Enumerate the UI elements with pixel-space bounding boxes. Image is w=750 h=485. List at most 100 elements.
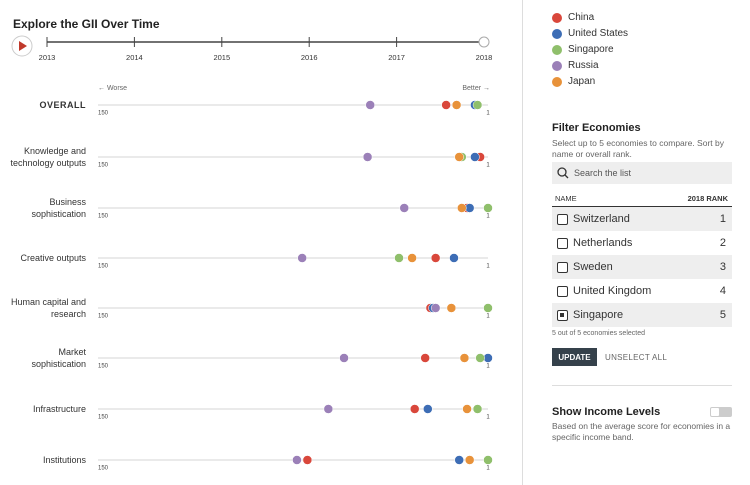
x-tick-label: 1 <box>486 415 490 421</box>
dot <box>409 404 420 414</box>
economy-rank: 3 <box>719 261 726 273</box>
dot <box>394 253 404 263</box>
search-placeholder: Search the list <box>574 168 632 178</box>
economy-rank: 1 <box>719 213 726 225</box>
dot <box>457 203 467 213</box>
legend-item: Singapore <box>552 44 614 55</box>
dot <box>399 203 409 213</box>
unselect-all[interactable]: UNSELECT ALL <box>605 353 668 362</box>
column-header[interactable]: NAME <box>555 194 577 203</box>
better-label: Better → <box>462 85 490 92</box>
category-label: Knowledge and technology outputs <box>10 146 86 168</box>
dot <box>420 353 430 363</box>
dot <box>459 353 470 363</box>
x-tick-label: 150 <box>98 214 109 220</box>
economy-name: United Kingdom <box>573 285 652 297</box>
dot <box>464 455 475 465</box>
dot <box>292 455 302 465</box>
legend-swatch <box>552 12 562 23</box>
checkbox[interactable] <box>557 309 568 321</box>
dot <box>472 404 483 414</box>
x-tick-label: 1 <box>486 264 490 270</box>
legend-swatch <box>552 28 562 39</box>
category-label: Human capital and research <box>10 297 86 319</box>
year-label: 2015 <box>213 53 230 62</box>
x-tick-label: 1 <box>486 163 490 169</box>
status: 5 out of 5 economies selected <box>552 330 646 337</box>
legend-item: Japan <box>552 76 595 87</box>
dot <box>323 404 334 414</box>
category-label: Institutions <box>42 455 86 465</box>
dot <box>470 152 480 162</box>
year-label: 2013 <box>39 53 56 62</box>
x-tick-label: 1 <box>486 111 490 117</box>
x-tick-label: 150 <box>98 163 109 169</box>
economy-name: Netherlands <box>573 237 633 249</box>
dot <box>483 303 493 313</box>
checkbox[interactable] <box>557 213 568 225</box>
legend-label: Singapore <box>568 44 614 55</box>
category-label: Business sophistication <box>31 197 86 219</box>
dot <box>483 455 493 465</box>
legend-label: Russia <box>568 60 599 71</box>
legend-label: Japan <box>568 76 596 87</box>
toggle-knob <box>711 408 719 416</box>
play-icon <box>19 41 27 51</box>
income-toggle[interactable] <box>710 407 732 417</box>
dot <box>475 353 485 363</box>
legend-swatch <box>552 60 562 71</box>
x-tick-label: 1 <box>486 466 490 472</box>
economy-rank: 4 <box>719 285 726 297</box>
x-tick-label: 1 <box>486 364 490 370</box>
x-tick-label: 150 <box>98 364 109 370</box>
legend-item: United States <box>552 28 628 39</box>
year-label: 2017 <box>388 53 405 62</box>
x-tick-label: 1 <box>486 314 490 320</box>
legend-item: China <box>552 12 594 23</box>
table-row: Sweden 3 <box>552 255 732 279</box>
dot <box>441 100 451 110</box>
dot <box>454 455 464 465</box>
year-label: 2018 <box>476 53 493 62</box>
column-header[interactable]: 2018 RANK <box>687 194 728 203</box>
dot <box>446 303 457 313</box>
dot <box>297 253 307 263</box>
checkbox[interactable] <box>557 261 568 273</box>
dot <box>407 253 417 263</box>
legend-item: Russia <box>552 60 599 71</box>
dot <box>362 152 373 162</box>
legend-label: United States <box>568 28 629 39</box>
dot <box>423 404 433 414</box>
search-box[interactable]: Search the list <box>552 162 732 184</box>
filter-title: Filter Economies <box>552 122 641 134</box>
update-button[interactable]: UPDATE <box>552 348 597 366</box>
dot <box>430 253 441 263</box>
category-label: Market sophistication <box>31 347 86 369</box>
x-tick-label: 150 <box>98 264 109 270</box>
year-label: 2014 <box>126 53 143 62</box>
table-row: Netherlands 2 <box>552 231 732 255</box>
x-tick-label: 1 <box>486 214 490 220</box>
dot <box>449 253 459 263</box>
table-row: Switzerland 1 <box>552 207 732 231</box>
worse-label: ← Worse <box>98 85 127 92</box>
selected-year <box>478 36 490 48</box>
dot <box>472 100 483 110</box>
checkbox[interactable] <box>557 237 568 249</box>
title: Explore the GII Over Time <box>13 17 160 31</box>
legend-swatch <box>552 44 562 55</box>
legend-label: China <box>568 12 595 23</box>
dot <box>483 203 493 213</box>
category-label: Creative outputs <box>20 253 86 263</box>
chart: Explore the GII Over Time 2013 2014 2015 20… <box>11 17 493 472</box>
economy-rank: 2 <box>719 237 726 249</box>
divider <box>552 385 732 386</box>
year-label: 2016 <box>301 53 318 62</box>
checkbox[interactable] <box>557 285 568 297</box>
income-description: Based on the average score for economies… <box>552 421 731 442</box>
economy-rank: 5 <box>719 309 726 321</box>
dot <box>462 404 472 414</box>
dot <box>454 152 464 162</box>
category-label: OVERALL <box>39 100 86 110</box>
